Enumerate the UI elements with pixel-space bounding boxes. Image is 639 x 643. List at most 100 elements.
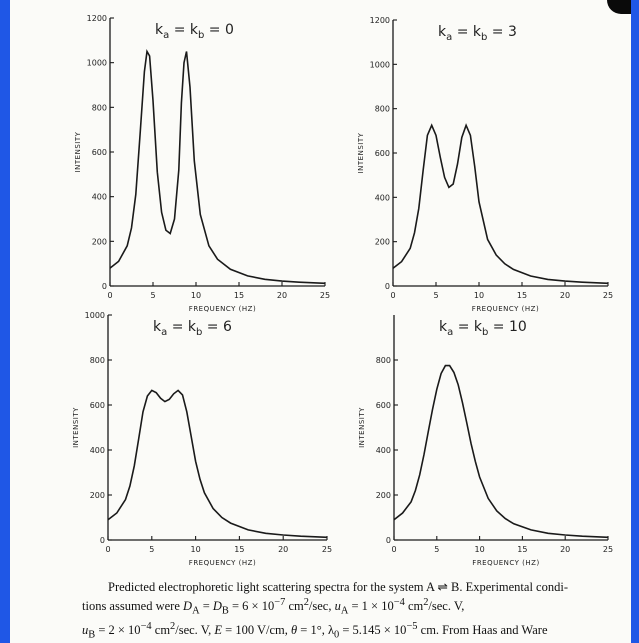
chart-2-x-tick-label: 0	[390, 291, 395, 300]
chart-1-x-tick-label: 15	[234, 291, 244, 300]
chart-3-series-1-line	[107, 389, 328, 539]
figure-caption: Predicted electrophoretic light scatteri…	[82, 580, 627, 642]
chart-4-y-tick-label: 0	[386, 536, 391, 545]
chart-4-x-tick-label: 15	[517, 545, 527, 554]
caption-line-1: Predicted electrophoretic light scatteri…	[108, 580, 568, 594]
caption-exponent: 2	[303, 597, 309, 608]
chart-2-y-tick-label: 800	[375, 105, 390, 114]
chart-2-x-tick-label: 20	[560, 291, 570, 300]
chart-3-y-axis-label: INTENSITY	[72, 407, 80, 448]
chart-1-y-tick-label: 200	[92, 237, 107, 246]
chart-4-series-1-line	[393, 364, 609, 539]
chart-1-y-tick-label: 1200	[87, 14, 107, 23]
caption-text: cm	[404, 599, 424, 614]
chart-1-series-1-line	[109, 49, 326, 285]
chart-2-y-tick-label: 400	[375, 193, 390, 202]
chart-3-y-tick-label: 1000	[85, 311, 105, 320]
chart-3-x-tick-label: 25	[322, 545, 332, 554]
chart-1-x-tick-label: 25	[320, 291, 330, 300]
chart-4-title: ka = kb = 10	[439, 319, 527, 338]
chart-4-y-axis-label: INTENSITY	[358, 407, 366, 448]
caption-text: cm	[151, 622, 171, 637]
chart-1-y-tick-label: 800	[92, 103, 107, 112]
chart-1-y-tick-label: 0	[102, 282, 107, 291]
caption-text: = 100 V/cm,	[222, 622, 291, 637]
chart-2-y-tick-label: 600	[375, 149, 390, 158]
caption-sub-a: A	[340, 605, 349, 617]
chart-3-x-tick-label: 5	[149, 545, 154, 554]
caption-symbol-u: u	[334, 599, 341, 614]
chart-3-title: ka = kb = 6	[153, 319, 232, 338]
chart-3-x-tick-label: 15	[234, 545, 244, 554]
chart-2-x-axis-label: FREQUENCY (HZ)	[472, 305, 539, 313]
chart-3-y-tick-label: 400	[90, 446, 105, 455]
caption-exponent: −5	[406, 620, 418, 632]
chart-2-series-1-line	[392, 123, 609, 285]
chart-3-x-tick-label: 20	[278, 545, 288, 554]
chart-4-x-tick-label: 10	[475, 545, 485, 554]
chart-1-x-tick-label: 20	[277, 291, 287, 300]
chart-1-y-tick-label: 1000	[87, 59, 107, 68]
caption-text: tions assumed were	[82, 599, 184, 614]
caption-symbol-d: D	[183, 599, 193, 614]
caption-text: = 1 × 10	[348, 599, 394, 614]
caption-text: = 1°, λ	[297, 622, 334, 637]
chart-4-y-tick-label: 800	[376, 356, 391, 365]
caption-text: = 6 × 10	[228, 599, 275, 614]
caption-symbol-u: u	[82, 622, 89, 637]
caption-text: /sec. V,	[428, 599, 465, 614]
caption-sub-b: B	[88, 629, 96, 641]
caption-exponent: −4	[140, 620, 152, 632]
chart-4-x-tick-label: 5	[434, 545, 439, 554]
caption-exponent: −4	[393, 597, 405, 608]
chart-2-x-tick-label: 25	[603, 291, 613, 300]
caption-exponent: −7	[274, 597, 286, 608]
chart-4-x-axis-label: FREQUENCY (HZ)	[472, 559, 539, 567]
chart-3-x-axis-label: FREQUENCY (HZ)	[189, 559, 256, 567]
caption-symbol-theta: θ	[291, 622, 298, 637]
chart-1-x-tick-label: 0	[107, 291, 112, 300]
chart-1-y-tick-label: 600	[92, 148, 107, 157]
caption-symbol-d: D	[212, 599, 222, 614]
chart-1-x-tick-label: 5	[150, 291, 155, 300]
chart-3-y-tick-label: 800	[90, 356, 105, 365]
chart-1-x-axis-label: FREQUENCY (HZ)	[189, 305, 256, 313]
spectra-figure: 0 5 10 15 20 25020040060080010001200FREQUENCY…	[72, 14, 613, 567]
caption-sub-b: B	[221, 605, 229, 617]
chart-2-title: ka = kb = 3	[438, 24, 517, 43]
corner-decoration	[607, 0, 631, 14]
chart-3-y-tick-label: 0	[100, 536, 105, 545]
chart-2-y-tick-label: 1000	[370, 60, 390, 69]
caption-text: cm	[285, 599, 304, 614]
chart-2-y-axis-label: INTENSITY	[357, 132, 365, 173]
caption-text: cm. From Haas and Ware	[417, 622, 548, 637]
chart-3-x-tick-label: 10	[191, 545, 201, 554]
chart-2-x-tick-label: 10	[474, 291, 484, 300]
caption-text: = 5.145 × 10	[339, 622, 407, 637]
caption-sub-a: A	[192, 605, 200, 617]
chart-2-y-tick-label: 1200	[370, 16, 390, 25]
chart-4-y-tick-label: 600	[376, 401, 391, 410]
caption-text: =	[199, 599, 213, 614]
chart-3-y-tick-label: 200	[90, 491, 105, 500]
chart-3-x-tick-label: 0	[105, 545, 110, 554]
chart-2-x-tick-label: 5	[433, 291, 438, 300]
chart-1-x-tick-label: 10	[191, 291, 201, 300]
caption-text: /sec,	[308, 599, 335, 614]
caption-sub-0: 0	[334, 629, 340, 641]
figure-page: 0 5 10 15 20 25 0 200 400 600 800 1000 1200 FREQUENCY…	[10, 0, 631, 643]
caption-exponent: 2	[423, 597, 429, 608]
chart-2-x-tick-label: 15	[517, 291, 527, 300]
chart-3-y-tick-label: 600	[90, 401, 105, 410]
caption-text: = 2 × 10	[95, 622, 141, 637]
chart-4-y-tick-label: 400	[376, 446, 391, 455]
caption-exponent: 2	[170, 620, 176, 632]
caption-text: /sec. V,	[175, 622, 215, 637]
chart-4-y-tick-label: 200	[376, 491, 391, 500]
chart-2-y-tick-label: 200	[375, 238, 390, 247]
caption-line-2: tions assumed were DA = DB = 6 × 10−7 cm…	[82, 595, 627, 619]
chart-1-y-axis-label: INTENSITY	[74, 131, 82, 172]
chart-1-title: ka = kb = 0	[155, 22, 234, 41]
chart-4-x-tick-label: 20	[560, 545, 570, 554]
chart-4-x-tick-label: 0	[391, 545, 396, 554]
